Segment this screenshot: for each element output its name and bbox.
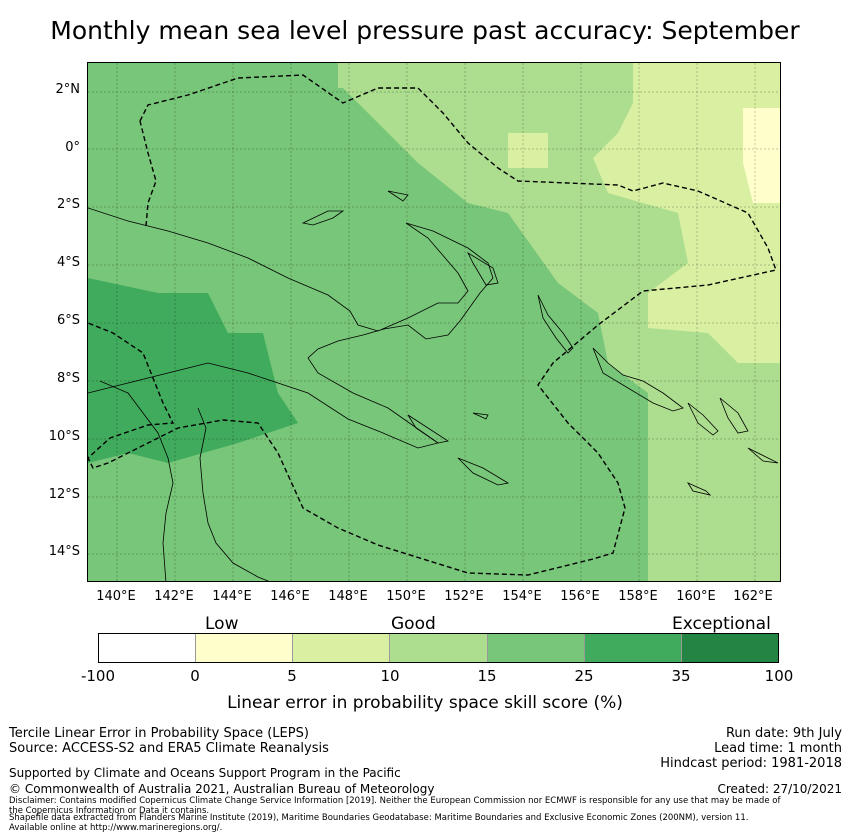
region-very-good <box>88 278 298 463</box>
created-date: Created: 27/10/2021 <box>717 782 842 796</box>
colorbar-segment <box>195 634 293 662</box>
lon-label: 140°E <box>96 589 136 604</box>
region-moderate <box>593 63 780 363</box>
eez-boundary <box>88 74 777 576</box>
lat-label: 2°N <box>55 82 81 97</box>
lat-label: 12°S <box>48 487 80 502</box>
page-title: Monthly mean sea level pressure past acc… <box>50 16 800 45</box>
colorbar <box>98 633 779 663</box>
colorbar-tick: 10 <box>380 667 400 685</box>
lon-label: 160°E <box>676 589 716 604</box>
colorbar-tick: 25 <box>574 667 594 685</box>
footer-method: Tercile Linear Error in Probability Spac… <box>9 726 309 741</box>
colorbar-segment <box>389 634 487 662</box>
disclaimer-line: the Copernicus Information or Data it co… <box>9 806 210 816</box>
lat-label: 6°S <box>56 313 80 328</box>
patch-very-good-west <box>88 363 128 443</box>
skill-map <box>87 62 781 582</box>
lat-label: 0° <box>65 140 80 155</box>
disclaimer-line: Shapefile data extracted from Flanders M… <box>9 813 749 823</box>
colorbar-tick: 35 <box>671 667 691 685</box>
lat-label: 14°S <box>48 544 80 559</box>
lat-label: 10°S <box>48 429 80 444</box>
lon-label: 158°E <box>618 589 658 604</box>
colorbar-segment <box>583 634 681 662</box>
colorbar-tick: -100 <box>80 667 116 685</box>
lead-time: Lead time: 1 month <box>714 741 842 756</box>
hindcast-period: Hindcast period: 1981-2018 <box>660 756 842 771</box>
lon-label: 142°E <box>154 589 194 604</box>
lon-label: 148°E <box>328 589 368 604</box>
lon-label: 152°E <box>444 589 484 604</box>
colorbar-tick: 5 <box>287 667 297 685</box>
footer-source: Source: ACCESS-S2 and ERA5 Climate Reana… <box>9 741 329 756</box>
patch-moderate <box>508 133 548 168</box>
footer-support: Supported by Climate and Oceans Support … <box>9 766 401 780</box>
disclaimer-line: Available online at http://www.marinereg… <box>9 823 223 833</box>
disclaimer-line: Disclaimer: Contains modified Copernicus… <box>9 796 781 806</box>
region-low <box>743 108 780 203</box>
lat-label: 8°S <box>56 371 80 386</box>
map-grid <box>88 63 780 581</box>
lat-label: 4°S <box>56 255 80 270</box>
skill-map-canvas <box>88 63 780 581</box>
lon-label: 156°E <box>560 589 600 604</box>
lat-label: 2°S <box>56 197 80 212</box>
lon-label: 162°E <box>733 589 773 604</box>
colorbar-segment <box>486 634 584 662</box>
lon-label: 146°E <box>270 589 310 604</box>
colorbar-tick: 0 <box>190 667 200 685</box>
colorbar-tick: 100 <box>764 667 794 685</box>
lon-label: 154°E <box>502 589 542 604</box>
legend-category-exceptional: Exceptional <box>672 614 771 634</box>
lon-label: 144°E <box>212 589 252 604</box>
patch-good-north <box>338 63 418 88</box>
footer-copyright: © Commonwealth of Australia 2021, Austra… <box>9 782 435 796</box>
colorbar-tick: 15 <box>477 667 497 685</box>
run-date: Run date: 9th July <box>725 726 842 741</box>
coastlines <box>88 190 779 581</box>
lon-label: 150°E <box>386 589 426 604</box>
colorbar-segment <box>99 634 196 662</box>
legend-category-good: Good <box>391 614 436 634</box>
legend-category-low: Low <box>205 614 239 634</box>
colorbar-segment <box>292 634 390 662</box>
colorbar-label: Linear error in probability space skill … <box>227 693 623 713</box>
colorbar-segment <box>680 634 778 662</box>
